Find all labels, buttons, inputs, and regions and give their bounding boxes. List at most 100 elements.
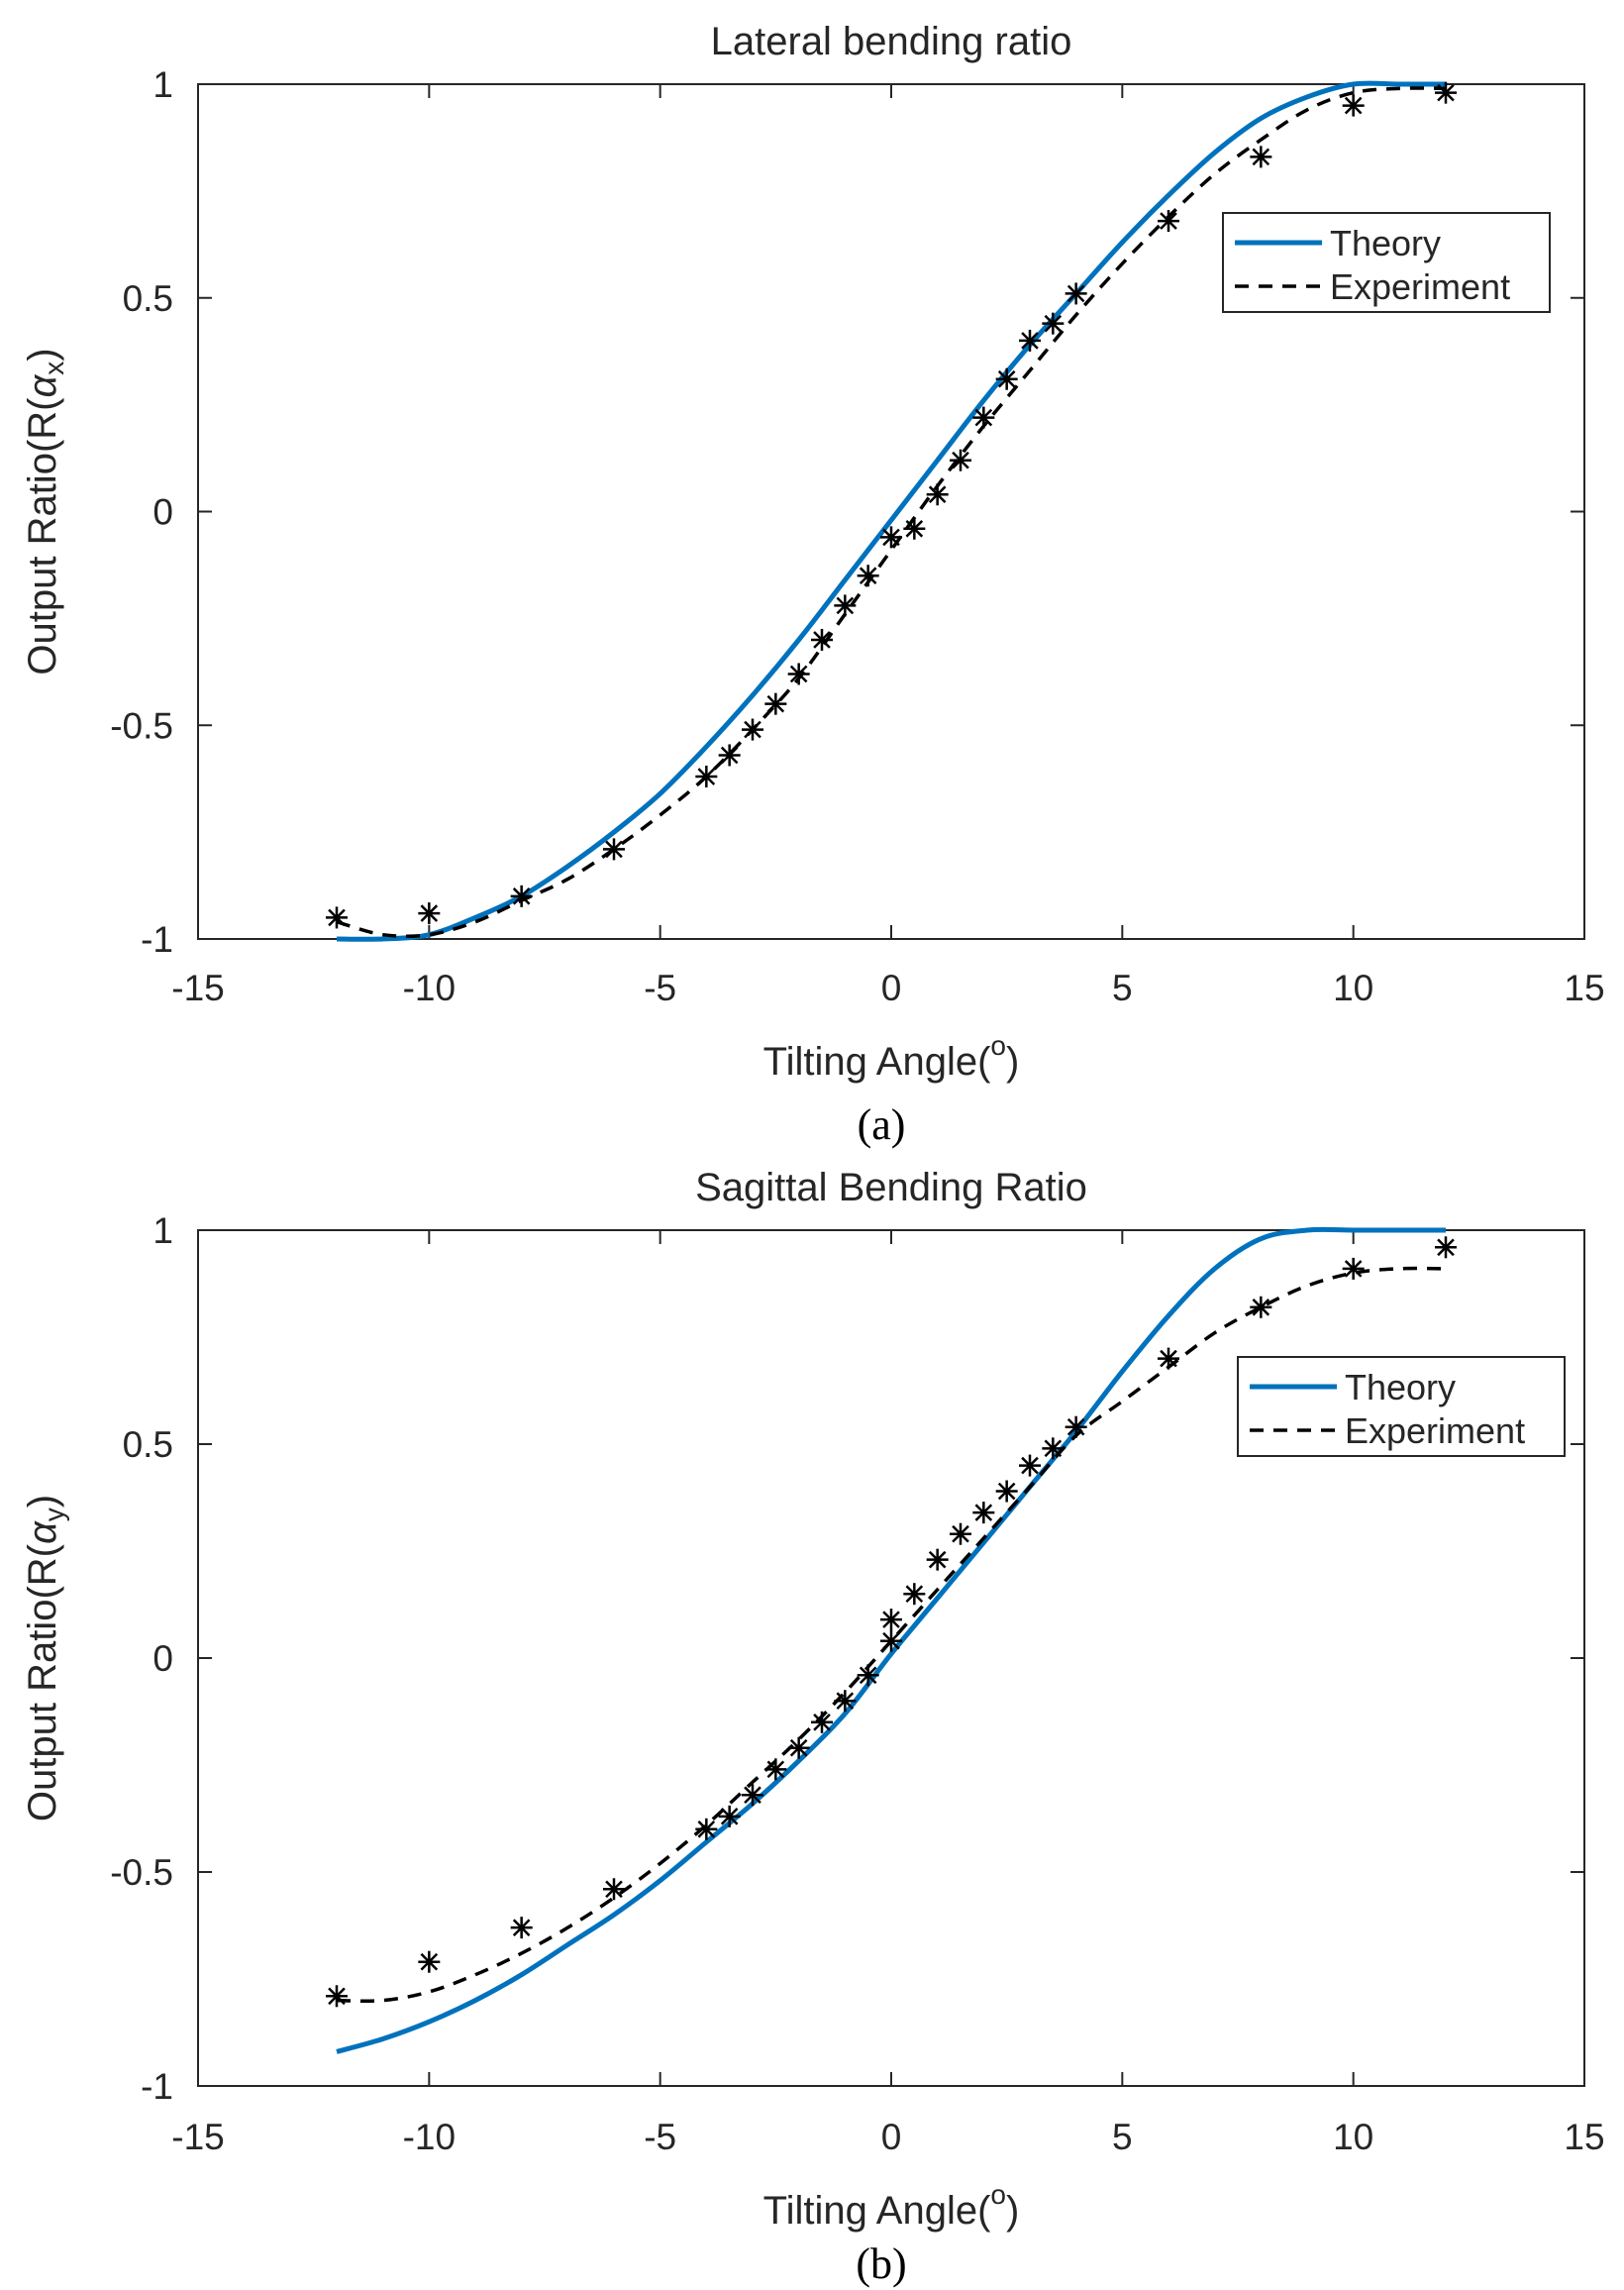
marker-stroke — [697, 768, 716, 785]
x-tick-label: 15 — [1564, 968, 1604, 1008]
y-axis-label-text: Output Ratio(R( — [21, 397, 64, 676]
marker-stroke — [974, 1504, 993, 1521]
marker-stroke — [328, 908, 346, 927]
x-axis-label-text: Tilting Angle( — [763, 1040, 991, 1084]
marker-stroke — [1066, 284, 1085, 303]
x-tick-label: -15 — [171, 968, 224, 1008]
marker-stroke — [1021, 332, 1039, 350]
y-tick-label: 0.5 — [123, 278, 173, 319]
marker-stroke — [859, 1666, 877, 1685]
data-point-measured — [1019, 1454, 1041, 1477]
data-point-measured — [811, 1711, 833, 1733]
data-point-measured — [972, 1502, 995, 1524]
legend-label-theory: Theory — [1330, 223, 1441, 263]
y-axis-label-sub: x — [39, 362, 69, 375]
marker-stroke — [328, 1987, 346, 2006]
data-point-measured — [418, 902, 441, 925]
data-point-measured — [811, 628, 833, 651]
marker-stroke — [1160, 212, 1177, 230]
x-axis-label: Tilting Angle(o) — [763, 1030, 1020, 1084]
marker-stroke — [859, 567, 877, 585]
data-point-measured — [834, 1690, 857, 1713]
y-axis-label: Output Ratio(R(αy) — [21, 1495, 70, 1822]
marker-stroke — [928, 1550, 947, 1569]
marker-stroke — [928, 485, 947, 504]
data-point-measured — [695, 766, 718, 788]
data-point-measured — [880, 1609, 902, 1631]
marker-stroke — [1252, 1298, 1270, 1316]
y-axis-label-end: ) — [21, 1495, 64, 1508]
y-axis-label-end: ) — [21, 348, 64, 361]
data-point-measured — [1342, 1257, 1365, 1280]
x-tick-label: 10 — [1333, 2117, 1373, 2157]
y-tick-label: 0 — [152, 492, 173, 533]
y-tick-label: 0 — [152, 1638, 173, 1679]
marker-stroke — [1021, 1456, 1039, 1475]
legend-label-experiment: Experiment — [1330, 266, 1510, 307]
marker-stroke — [882, 1611, 900, 1628]
figure-caption-1: (a) — [858, 1100, 906, 1149]
marker-stroke — [997, 1482, 1016, 1501]
x-axis-label-end: ) — [1006, 1040, 1019, 1084]
chart-panel-2: -15 -10 -5 0 5 10 15 -1 -0.5 0 0.5 1 Sagittal Bendin… — [21, 1166, 1605, 2233]
marker-stroke — [766, 1760, 785, 1779]
series-line-experiment — [336, 1266, 1447, 2003]
marker-stroke — [1044, 314, 1063, 333]
data-point-measured — [926, 483, 949, 506]
legend-box — [1222, 212, 1551, 313]
y-axis-label-text: Output Ratio(R( — [21, 1543, 64, 1822]
x-axis-label-text: Tilting Angle( — [763, 2189, 991, 2233]
marker-stroke — [1044, 1439, 1063, 1458]
marker-stroke — [1344, 1260, 1363, 1278]
y-axis-label: Output Ratio(R(αx) — [21, 348, 70, 675]
data-point-measured — [1435, 1236, 1457, 1259]
x-tick-label: 10 — [1333, 968, 1373, 1008]
data-point-measured — [880, 526, 902, 549]
data-point-measured — [787, 663, 810, 685]
data-point-measured — [903, 1583, 926, 1606]
data-point-measured — [510, 1917, 533, 1939]
data-point-measured — [1158, 1347, 1179, 1370]
marker-stroke — [720, 1808, 739, 1825]
x-tick-label: -5 — [644, 2117, 676, 2157]
legend-box — [1237, 1356, 1566, 1457]
chart-title: Lateral bending ratio — [711, 20, 1072, 63]
data-point-measured — [1250, 1296, 1272, 1318]
marker-stroke — [766, 694, 785, 713]
data-point-measured — [950, 1522, 971, 1545]
marker-stroke — [1252, 148, 1270, 166]
marker-stroke — [744, 720, 761, 739]
marker-stroke — [789, 1738, 808, 1757]
data-point-measured — [764, 692, 787, 715]
y-tick-label: -0.5 — [110, 1852, 173, 1893]
marker-stroke — [836, 1692, 855, 1711]
marker-stroke — [720, 746, 739, 765]
marker-stroke — [997, 369, 1016, 388]
data-point-measured — [950, 449, 971, 471]
data-point-measured — [742, 1784, 763, 1807]
marker-stroke — [420, 904, 439, 922]
chart-title: Sagittal Bending Ratio — [695, 1166, 1087, 1209]
marker-stroke — [905, 1585, 924, 1604]
marker-stroke — [744, 1786, 761, 1805]
data-point-measured — [695, 1818, 718, 1840]
y-tick-label: 1 — [152, 1210, 173, 1251]
series-line-theory — [336, 1226, 1446, 2054]
marker-stroke — [420, 1952, 439, 1971]
data-point-measured — [326, 906, 348, 929]
marker-stroke — [952, 1524, 969, 1543]
marker-stroke — [813, 631, 831, 649]
data-point-measured — [1065, 1415, 1087, 1438]
data-point-measured — [326, 1985, 348, 2008]
y-tick-label: -0.5 — [110, 705, 173, 746]
data-point-measured — [857, 565, 879, 587]
marker-stroke — [1344, 96, 1363, 115]
marker-stroke — [905, 519, 924, 538]
y-tick-label: 1 — [152, 64, 173, 105]
marker-stroke — [605, 840, 623, 859]
figure-caption-2: (b) — [856, 2239, 906, 2288]
data-point-measured — [903, 517, 926, 540]
x-tick-label: 0 — [881, 968, 902, 1008]
